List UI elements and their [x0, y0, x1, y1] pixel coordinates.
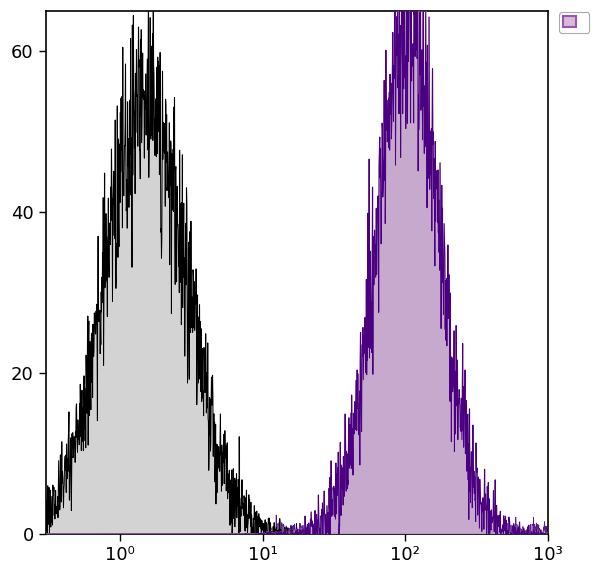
Legend: 	[559, 12, 589, 33]
